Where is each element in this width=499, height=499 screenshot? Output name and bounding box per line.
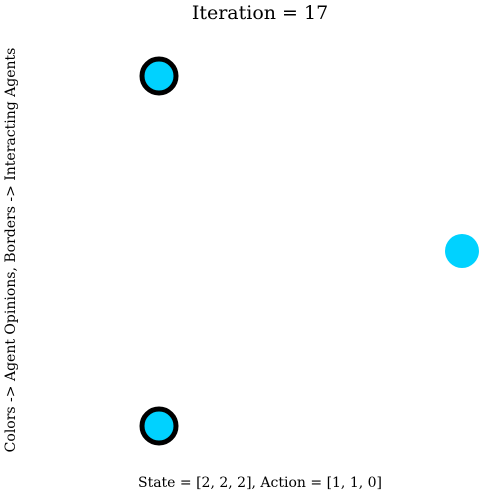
agent-1-node [139, 56, 179, 96]
side-axis-label: Colors -> Agent Opinions, Borders -> Int… [3, 48, 19, 453]
agent-3-node [139, 406, 179, 446]
state-action-label: State = [2, 2, 2], Action = [1, 1, 0] [138, 475, 382, 491]
figure-title: Iteration = 17 [192, 2, 328, 24]
agents-layer [139, 56, 479, 446]
agent-2-node [445, 234, 479, 268]
